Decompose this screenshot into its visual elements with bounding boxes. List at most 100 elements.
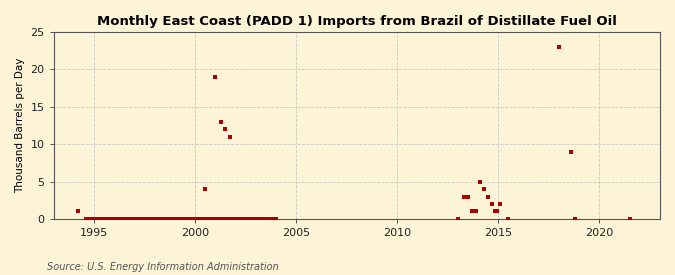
Point <box>155 217 165 221</box>
Point <box>452 217 463 221</box>
Point <box>245 217 256 221</box>
Point <box>458 194 469 199</box>
Point <box>256 217 267 221</box>
Point <box>96 217 107 221</box>
Point <box>87 217 98 221</box>
Point <box>106 217 117 221</box>
Point <box>113 217 124 221</box>
Point <box>262 217 273 221</box>
Point <box>134 217 145 221</box>
Point <box>178 217 189 221</box>
Point <box>72 209 83 214</box>
Y-axis label: Thousand Barrels per Day: Thousand Barrels per Day <box>15 58 25 193</box>
Point <box>269 217 279 221</box>
Point <box>237 217 248 221</box>
Point <box>228 217 239 221</box>
Point <box>176 217 187 221</box>
Point <box>186 217 197 221</box>
Point <box>230 217 241 221</box>
Point <box>210 75 221 79</box>
Point <box>213 217 224 221</box>
Point <box>182 217 192 221</box>
Point <box>470 209 481 214</box>
Point <box>136 217 146 221</box>
Point <box>232 217 242 221</box>
Point <box>80 217 91 221</box>
Point <box>479 187 489 191</box>
Point <box>141 217 152 221</box>
Point <box>250 217 261 221</box>
Point <box>503 217 514 221</box>
Point <box>128 217 138 221</box>
Point <box>263 217 274 221</box>
Point <box>265 217 276 221</box>
Point <box>248 217 259 221</box>
Point <box>207 217 217 221</box>
Point <box>109 217 120 221</box>
Point <box>148 217 159 221</box>
Point <box>566 149 576 154</box>
Point <box>220 217 231 221</box>
Point <box>221 217 232 221</box>
Point <box>218 217 229 221</box>
Point <box>94 217 105 221</box>
Point <box>246 217 257 221</box>
Point <box>191 217 202 221</box>
Point <box>234 217 244 221</box>
Point <box>146 217 157 221</box>
Point <box>180 217 190 221</box>
Point <box>240 217 251 221</box>
Point <box>104 217 115 221</box>
Point <box>86 217 97 221</box>
Point <box>158 217 169 221</box>
Point <box>82 217 93 221</box>
Point <box>185 217 196 221</box>
Point <box>138 217 148 221</box>
Point <box>193 217 204 221</box>
Point <box>194 217 205 221</box>
Point <box>267 217 277 221</box>
Point <box>133 217 144 221</box>
Point <box>252 217 263 221</box>
Point <box>153 217 163 221</box>
Point <box>270 217 281 221</box>
Point <box>554 45 564 49</box>
Point <box>173 217 184 221</box>
Point <box>190 217 200 221</box>
Point <box>259 217 269 221</box>
Point <box>84 217 95 221</box>
Point <box>238 217 249 221</box>
Point <box>116 217 127 221</box>
Point <box>216 120 227 124</box>
Point <box>475 179 485 184</box>
Point <box>130 217 140 221</box>
Point <box>203 217 214 221</box>
Point <box>492 209 503 214</box>
Point <box>220 127 231 131</box>
Point <box>260 217 271 221</box>
Point <box>211 217 222 221</box>
Point <box>227 217 238 221</box>
Point <box>225 217 236 221</box>
Point <box>114 217 125 221</box>
Point <box>215 217 225 221</box>
Point <box>156 217 167 221</box>
Point <box>103 217 113 221</box>
Title: Monthly East Coast (PADD 1) Imports from Brazil of Distillate Fuel Oil: Monthly East Coast (PADD 1) Imports from… <box>97 15 617 28</box>
Point <box>487 202 497 206</box>
Point <box>489 209 500 214</box>
Point <box>183 217 194 221</box>
Point <box>242 217 252 221</box>
Point <box>624 217 635 221</box>
Point <box>166 217 177 221</box>
Point <box>171 217 182 221</box>
Point <box>119 217 130 221</box>
Point <box>111 217 122 221</box>
Point <box>175 217 186 221</box>
Point <box>142 217 153 221</box>
Point <box>149 217 160 221</box>
Point <box>200 187 211 191</box>
Point <box>201 217 212 221</box>
Point <box>255 217 266 221</box>
Point <box>161 217 172 221</box>
